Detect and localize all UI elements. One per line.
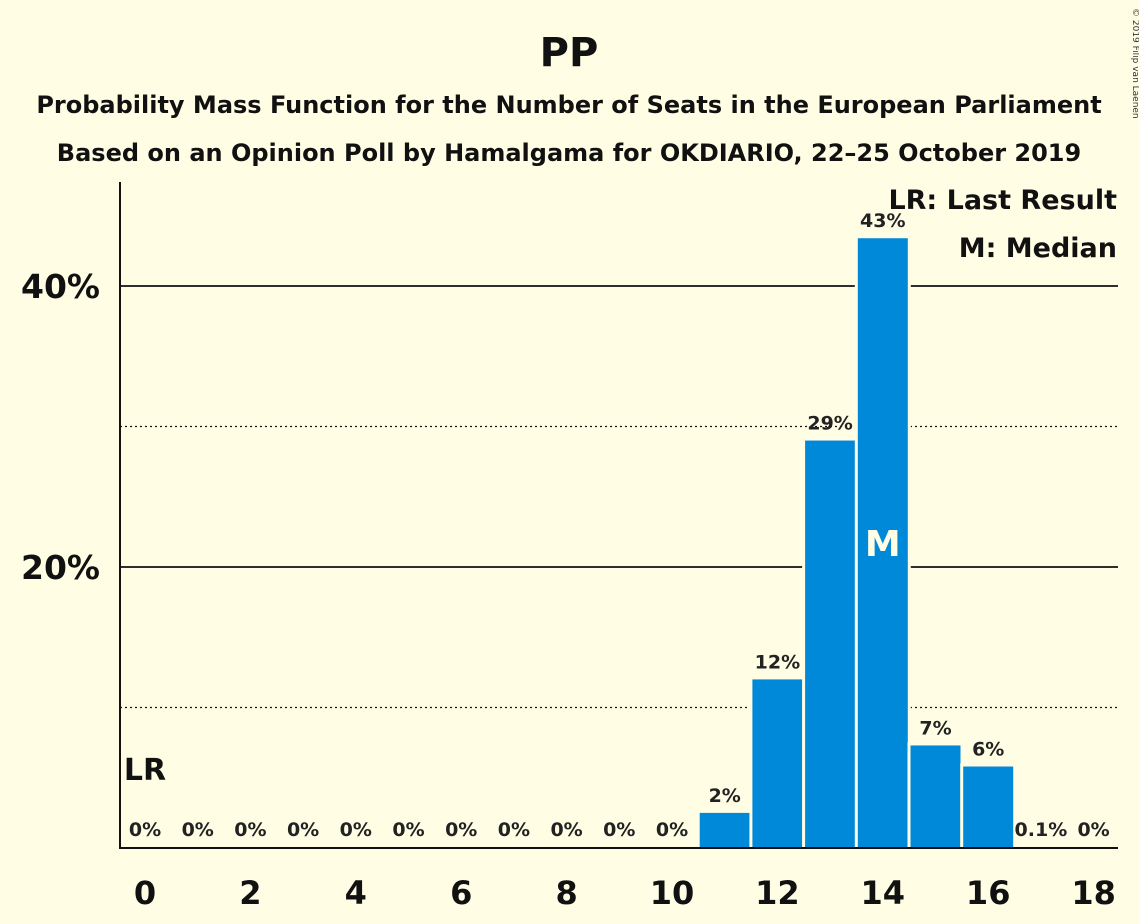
value-label-2: 0% (234, 819, 266, 841)
x-tick-8: 8 (555, 874, 577, 912)
median-marker: M (865, 524, 901, 565)
tick-labels: 0 2 4 6 8 10 12 14 16 18 20% 40% (21, 267, 1116, 912)
value-label-14: 43% (860, 210, 905, 232)
x-tick-16: 16 (966, 874, 1011, 912)
legend-median: M: Median (959, 233, 1117, 264)
chart-subtitle: Probability Mass Function for the Number… (36, 91, 1101, 119)
value-label-0: 0% (129, 819, 161, 841)
bars (696, 235, 1017, 849)
copyright-text: © 2019 Filip van Laenen (1130, 8, 1139, 119)
value-label-6: 0% (445, 819, 477, 841)
x-tick-10: 10 (650, 874, 695, 912)
value-label-8: 0% (550, 819, 582, 841)
value-label-15: 7% (919, 717, 951, 739)
y-tick-40: 40% (21, 267, 100, 306)
value-label-18: 0% (1077, 819, 1109, 841)
x-tick-6: 6 (450, 874, 472, 912)
value-label-4: 0% (340, 819, 372, 841)
bar-13 (805, 440, 856, 848)
value-label-17: 0.1% (1015, 819, 1068, 841)
x-tick-18: 18 (1071, 874, 1116, 912)
bar-12 (752, 679, 803, 848)
value-label-13: 29% (807, 413, 852, 435)
x-tick-14: 14 (861, 874, 906, 912)
legend-last-result: LR: Last Result (888, 185, 1117, 216)
value-label-3: 0% (287, 819, 319, 841)
grid-lines (120, 285, 1118, 709)
last-result-marker: LR (124, 753, 166, 788)
value-label-1: 0% (182, 819, 214, 841)
x-tick-0: 0 (134, 874, 156, 912)
value-label-12: 12% (755, 651, 800, 673)
bar-14 (857, 238, 908, 849)
value-label-10: 0% (656, 819, 688, 841)
x-tick-2: 2 (239, 874, 261, 912)
value-labels: 0% 0% 0% 0% 0% 0% 0% 0% 0% 0% 0% 2% 12% 29% 43% 7% 6% 0.1… (124, 210, 1110, 841)
value-label-7: 0% (498, 819, 530, 841)
value-label-16: 6% (972, 739, 1004, 761)
x-tick-4: 4 (345, 874, 367, 912)
value-label-11: 2% (709, 785, 741, 807)
bar-15 (910, 745, 961, 848)
chart-subtitle-poll: Based on an Opinion Poll by Hamalgama fo… (57, 139, 1081, 167)
axes (119, 182, 1118, 849)
value-label-9: 0% (603, 819, 635, 841)
x-tick-12: 12 (755, 874, 800, 912)
bar-11 (699, 812, 750, 848)
value-label-5: 0% (392, 819, 424, 841)
y-tick-20: 20% (21, 548, 100, 587)
chart-title: PP (540, 30, 599, 76)
bar-16 (963, 766, 1014, 848)
